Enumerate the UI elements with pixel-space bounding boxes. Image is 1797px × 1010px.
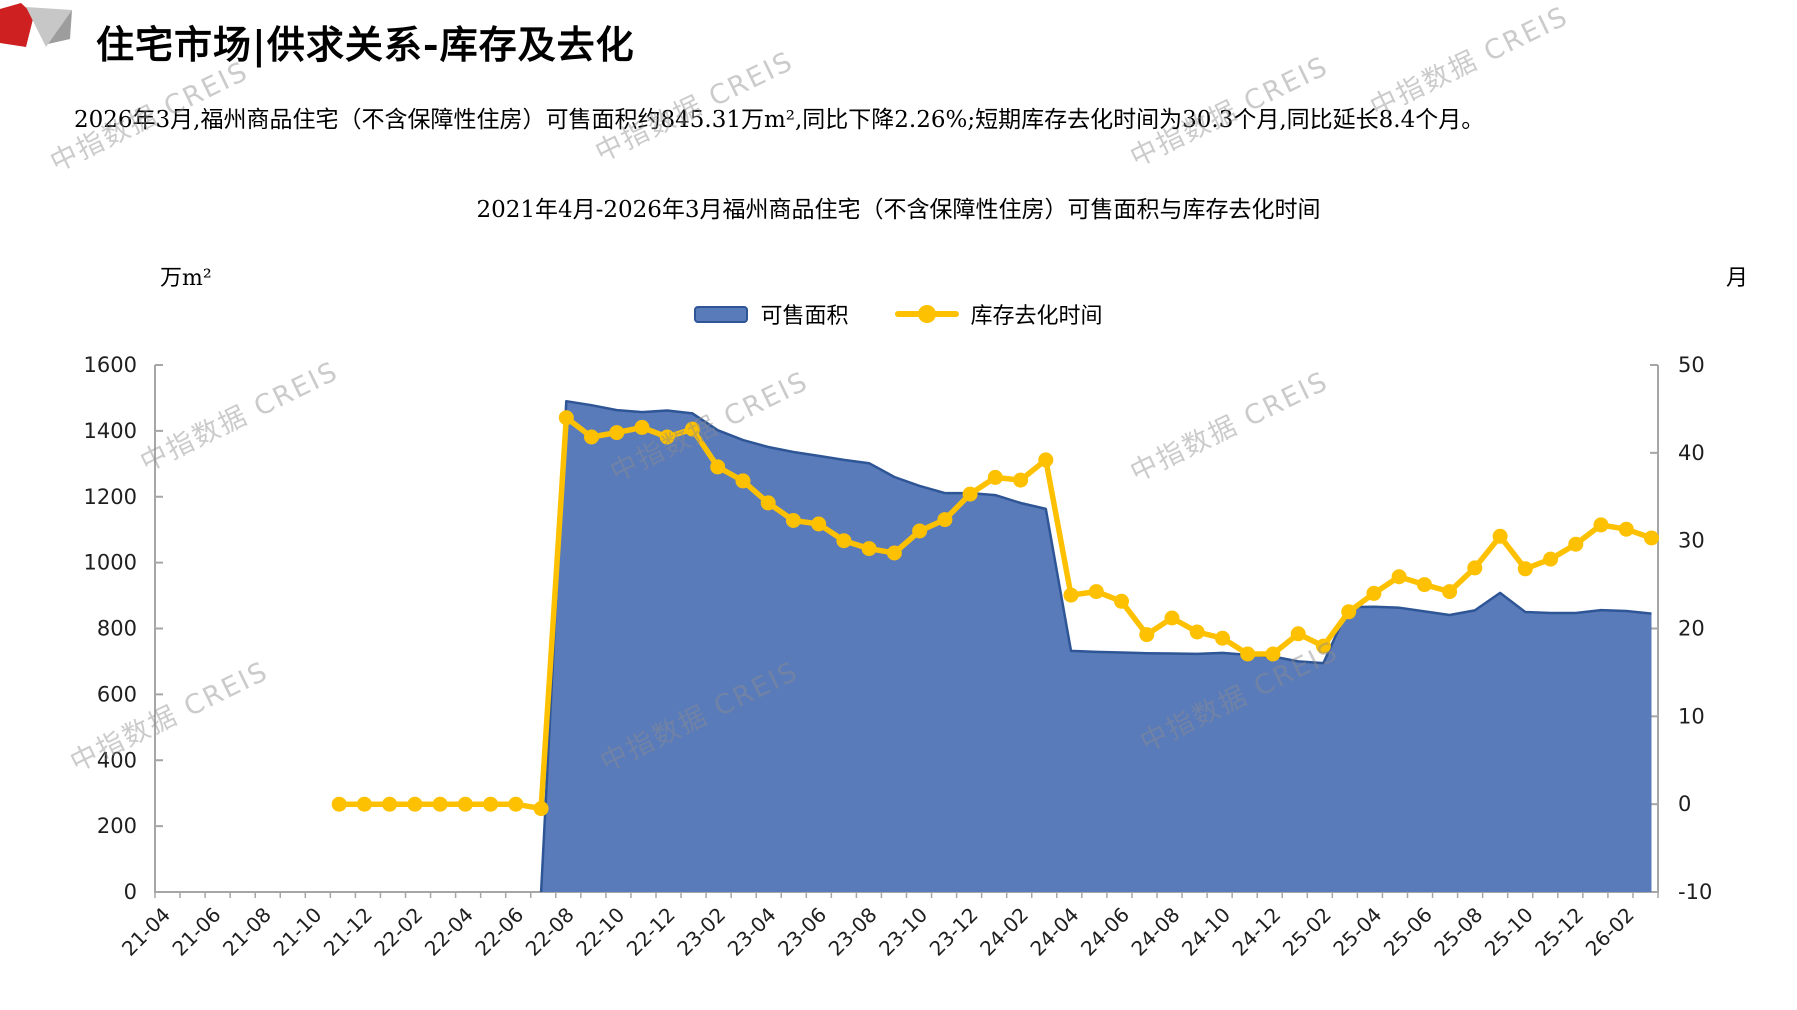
svg-text:25-02: 25-02 [1278, 903, 1336, 961]
chart-legend: 可售面积 库存去化时间 [0, 298, 1797, 330]
svg-text:25-06: 25-06 [1379, 903, 1437, 961]
page-title: 住宅市场|供求关系-库存及去化 [96, 22, 635, 67]
svg-text:22-10: 22-10 [571, 903, 629, 961]
svg-text:1000: 1000 [84, 551, 137, 575]
svg-text:600: 600 [97, 682, 137, 706]
chart-title: 2021年4月-2026年3月福州商品住宅（不含保障性住房）可售面积与库存去化时… [476, 197, 1321, 223]
svg-text:23-08: 23-08 [824, 903, 882, 961]
svg-text:24-10: 24-10 [1177, 903, 1235, 961]
logo-dark-triangle [48, 10, 72, 44]
svg-text:26-02: 26-02 [1581, 903, 1639, 961]
svg-text:23-02: 23-02 [672, 903, 730, 961]
creis-logo [0, 3, 72, 47]
svg-text:200: 200 [97, 814, 137, 838]
line-marker-icon [894, 311, 959, 317]
svg-text:21-12: 21-12 [319, 903, 377, 961]
svg-text:400: 400 [97, 748, 137, 772]
svg-text:21-08: 21-08 [218, 903, 276, 961]
svg-text:25-04: 25-04 [1328, 903, 1386, 961]
svg-text:0: 0 [124, 880, 137, 904]
svg-text:24-08: 24-08 [1126, 903, 1184, 961]
legend-label-area: 可售面积 [760, 304, 849, 329]
svg-text:21-06: 21-06 [167, 903, 225, 961]
svg-text:-10: -10 [1678, 880, 1712, 904]
svg-text:50: 50 [1678, 353, 1705, 377]
svg-text:24-04: 24-04 [1026, 903, 1084, 961]
summary-text: 2026年3月,福州商品住宅（不含保障性住房）可售面积约845.31万m²,同比… [74, 107, 1485, 133]
svg-text:22-06: 22-06 [470, 903, 528, 961]
logo-gray-triangle [26, 7, 72, 47]
svg-text:22-12: 22-12 [622, 903, 680, 961]
svg-text:1400: 1400 [84, 419, 137, 443]
svg-text:24-12: 24-12 [1227, 903, 1285, 961]
svg-text:800: 800 [97, 617, 137, 641]
svg-text:23-10: 23-10 [874, 903, 932, 961]
svg-text:25-12: 25-12 [1530, 903, 1588, 961]
svg-text:20: 20 [1678, 617, 1705, 641]
svg-text:22-02: 22-02 [369, 903, 427, 961]
svg-text:25-08: 25-08 [1429, 903, 1487, 961]
svg-text:23-06: 23-06 [773, 903, 831, 961]
legend-item-line: 库存去化时间 [894, 298, 1103, 330]
svg-text:22-08: 22-08 [521, 903, 579, 961]
svg-text:30: 30 [1678, 529, 1705, 553]
svg-text:25-10: 25-10 [1480, 903, 1538, 961]
svg-text:21-04: 21-04 [117, 903, 175, 961]
svg-text:0: 0 [1678, 792, 1691, 816]
svg-text:24-06: 24-06 [1076, 903, 1134, 961]
svg-text:40: 40 [1678, 441, 1705, 465]
legend-item-area: 可售面积 [694, 298, 849, 330]
legend-label-line: 库存去化时间 [970, 304, 1103, 329]
right-axis-unit: 月 [1726, 266, 1749, 291]
area-swatch-icon [694, 305, 749, 323]
svg-text:21-10: 21-10 [268, 903, 326, 961]
left-axis-unit: 万m² [160, 266, 212, 291]
svg-text:1200: 1200 [84, 485, 137, 509]
svg-text:10: 10 [1678, 704, 1705, 728]
svg-text:24-02: 24-02 [975, 903, 1033, 961]
svg-text:23-04: 23-04 [723, 903, 781, 961]
logo-red-shape [0, 3, 34, 47]
svg-text:22-04: 22-04 [420, 903, 478, 961]
svg-text:1600: 1600 [84, 353, 137, 377]
svg-text:23-12: 23-12 [925, 903, 983, 961]
